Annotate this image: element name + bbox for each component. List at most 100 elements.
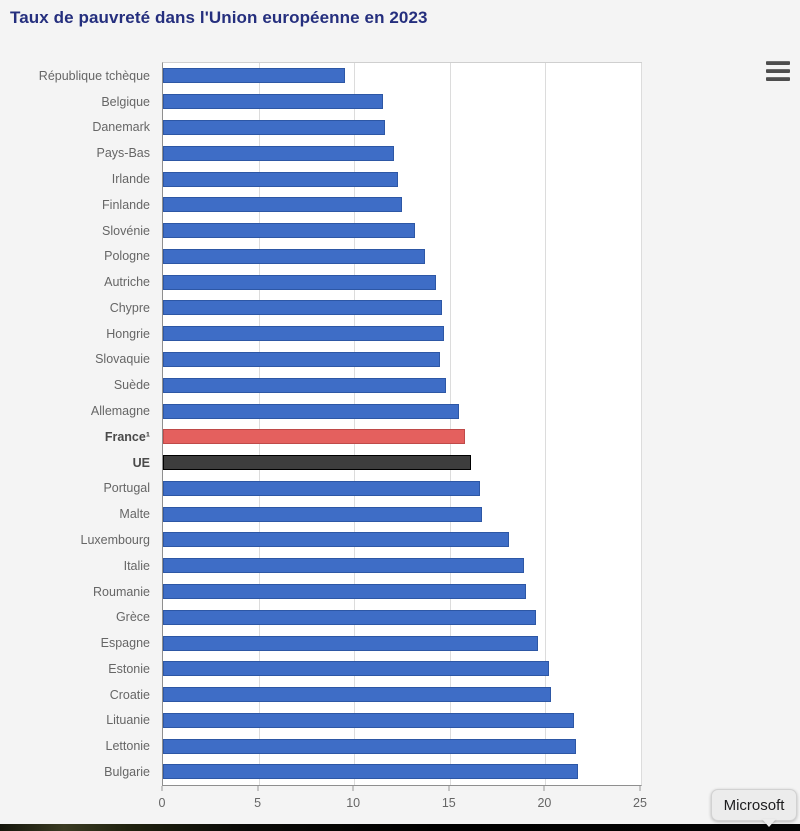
category-label: Luxembourg [80, 532, 151, 547]
bar-row [163, 501, 641, 527]
bar-Espagne[interactable] [163, 635, 538, 651]
bar-row [163, 604, 641, 630]
bar-row [163, 450, 641, 476]
bar-Hongrie[interactable] [163, 326, 445, 342]
x-tick-label: 5 [254, 796, 262, 810]
bar-République tchèque[interactable] [163, 68, 345, 84]
bar-Bulgarie[interactable] [163, 764, 578, 780]
gridline [449, 63, 451, 785]
bar-Luxembourg[interactable] [163, 532, 510, 548]
x-axis-tickmarks [161, 786, 641, 792]
bar-Autriche[interactable] [163, 274, 437, 290]
bar-Slovénie[interactable] [163, 223, 416, 239]
bar-row [163, 630, 641, 656]
bar-France¹[interactable] [163, 429, 466, 445]
bars-container [163, 63, 641, 785]
y-axis-labels: République tchèque Belgique Danemark Pays-B… [0, 63, 150, 785]
x-tick-label: 0 [158, 796, 166, 810]
category-label: Suède [113, 378, 150, 393]
bar-Lituanie[interactable] [163, 712, 575, 728]
category-label: Slovaquie [95, 352, 150, 367]
bar-row [163, 682, 641, 708]
category-label: Danemark [92, 120, 150, 135]
bar-Roumanie[interactable] [163, 584, 527, 600]
bar-row [163, 89, 641, 115]
bar-Finlande[interactable] [163, 197, 402, 213]
bar-row [163, 424, 641, 450]
x-tick-label: 25 [633, 796, 647, 810]
bar-row [163, 372, 641, 398]
bar-Suède[interactable] [163, 377, 446, 393]
bar-row [163, 553, 641, 579]
menu-bar-icon [766, 69, 790, 73]
bar-row [163, 347, 641, 373]
bar-row [163, 398, 641, 424]
menu-bar-icon [766, 61, 790, 65]
bar-row [163, 269, 641, 295]
gridline [545, 63, 547, 785]
bottom-image-strip [0, 824, 800, 831]
category-label: Pologne [104, 249, 150, 264]
bar-row [163, 218, 641, 244]
category-label: Malte [119, 507, 150, 522]
category-label: France¹ [104, 429, 150, 444]
x-tick-label: 10 [346, 796, 361, 810]
category-label: Roumanie [93, 584, 150, 599]
x-tickmark [257, 786, 259, 791]
x-axis-labels: 0 5 10 15 20 25 [158, 796, 647, 812]
category-label: Pays-Bas [96, 146, 151, 161]
bar-row [163, 759, 641, 785]
bar-Lettonie[interactable] [163, 738, 576, 754]
category-label: Portugal [103, 481, 150, 496]
bar-row [163, 192, 641, 218]
bar-row [163, 733, 641, 759]
bar-row [163, 321, 641, 347]
bar-row [163, 63, 641, 89]
bar-Malte[interactable] [163, 506, 483, 522]
bar-row [163, 295, 641, 321]
gridline [354, 63, 356, 785]
category-label: Lettonie [105, 739, 150, 754]
x-tickmark [543, 786, 545, 791]
bar-row [163, 527, 641, 553]
chart-context-menu-icon[interactable] [766, 61, 790, 81]
category-label: Finlande [102, 197, 150, 212]
bar-row [163, 115, 641, 141]
category-label: Slovénie [102, 223, 150, 238]
bar-Grèce[interactable] [163, 609, 536, 625]
category-label: Espagne [100, 636, 150, 651]
menu-bar-icon [766, 77, 790, 81]
x-tick-label: 15 [441, 796, 456, 810]
plot-area [162, 62, 642, 786]
bar-Slovaquie[interactable] [163, 351, 441, 367]
bar-Estonie[interactable] [163, 661, 550, 677]
attribution-tooltip-label: Microsoft [723, 796, 785, 814]
bar-Allemagne[interactable] [163, 403, 460, 419]
category-label: Autriche [104, 275, 150, 290]
category-label: Hongrie [106, 326, 150, 341]
category-label: Italie [123, 558, 150, 573]
x-tickmark [352, 786, 354, 791]
bar-row [163, 166, 641, 192]
bar-Chypre[interactable] [163, 300, 443, 316]
bar-Belgique[interactable] [163, 94, 383, 110]
category-label: Chypre [109, 300, 150, 315]
category-label: Belgique [101, 94, 150, 109]
gridline [641, 63, 642, 785]
category-label: Bulgarie [104, 764, 150, 779]
category-label: Irlande [111, 172, 150, 187]
attribution-tooltip: Microsoft [711, 789, 797, 827]
bar-Croatie[interactable] [163, 687, 552, 703]
bar-Italie[interactable] [163, 558, 525, 574]
bar-Portugal[interactable] [163, 480, 481, 496]
x-tickmark [161, 786, 163, 791]
chart-title: Taux de pauvreté dans l'Union européenne… [10, 8, 428, 27]
gridline [258, 63, 260, 785]
x-tick-label: 20 [537, 796, 552, 810]
bar-Pays-Bas[interactable] [163, 145, 395, 161]
bar-Pologne[interactable] [163, 248, 425, 264]
bar-Danemark[interactable] [163, 119, 385, 135]
category-label: Grèce [115, 610, 150, 625]
bar-UE[interactable] [163, 455, 471, 471]
bar-Irlande[interactable] [163, 171, 399, 187]
